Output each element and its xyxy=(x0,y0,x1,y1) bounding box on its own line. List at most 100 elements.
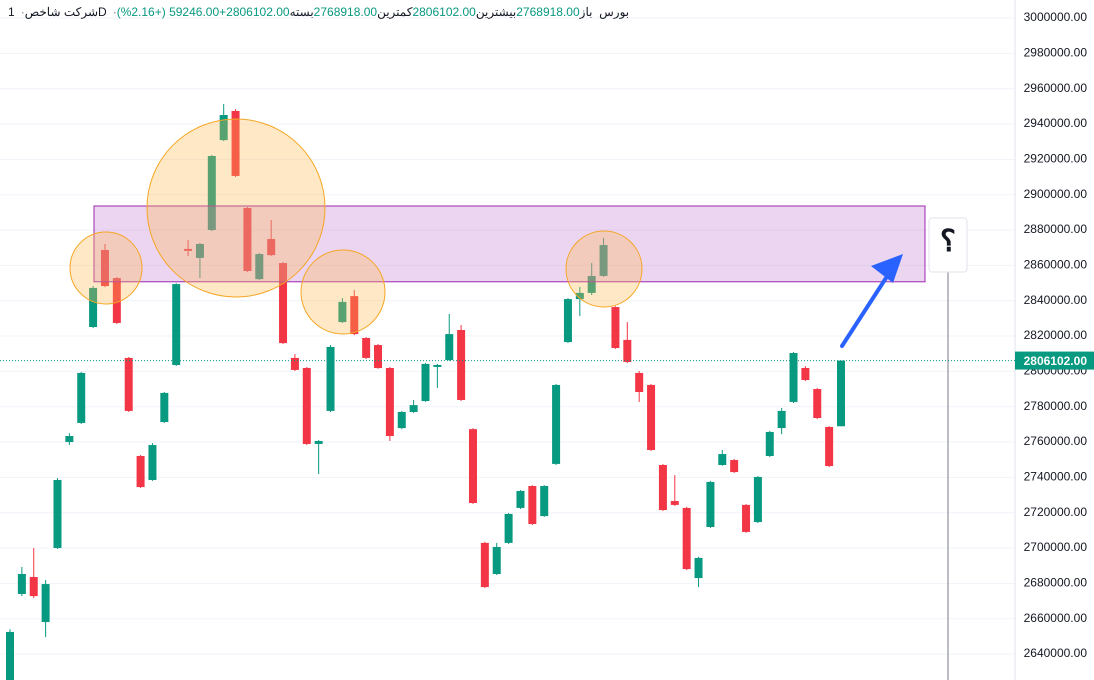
candle-body xyxy=(682,507,691,570)
candle-body xyxy=(255,254,264,280)
candle-body xyxy=(290,357,299,370)
candle-body xyxy=(623,339,632,362)
candle-body xyxy=(385,368,394,437)
y-tick-label: 2780000.00 xyxy=(1024,399,1088,413)
candle-body xyxy=(160,392,169,423)
candle-body xyxy=(540,486,549,517)
candle-body xyxy=(374,345,383,369)
y-tick-label: 2920000.00 xyxy=(1024,152,1088,166)
candle-body xyxy=(611,307,620,349)
candle-body xyxy=(813,389,822,418)
ohlc-value: 2768918.00 xyxy=(313,5,378,19)
candle-body xyxy=(445,334,454,361)
grid xyxy=(0,17,1015,655)
candle-body xyxy=(302,368,311,444)
ohlc-label: باز xyxy=(579,5,593,19)
last-price: 2806102.00 xyxy=(0,351,1094,370)
y-tick-label: 2900000.00 xyxy=(1024,187,1088,201)
candle-body xyxy=(53,480,62,549)
ohlc-value: 2806102.00 xyxy=(412,5,476,19)
candle-body xyxy=(314,440,323,444)
highlight-circle xyxy=(565,230,643,308)
arrow xyxy=(840,254,903,348)
y-tick-label: 2820000.00 xyxy=(1024,328,1088,342)
candle-body xyxy=(587,275,596,293)
candle-body xyxy=(777,410,786,429)
candle-body xyxy=(326,346,335,411)
candle-body xyxy=(172,284,181,365)
candle-body xyxy=(267,239,276,256)
candle-body xyxy=(516,490,525,508)
candle-body xyxy=(350,296,359,335)
y-tick-label: 2720000.00 xyxy=(1024,505,1088,519)
candle-body xyxy=(421,363,430,402)
y-tick-label: 2660000.00 xyxy=(1024,611,1088,625)
candle-body xyxy=(207,155,216,231)
candle-body xyxy=(658,464,667,511)
highlight-circle xyxy=(146,118,326,298)
candle-body xyxy=(112,278,121,323)
candle-body xyxy=(89,287,98,328)
candle-body xyxy=(730,460,739,473)
annotation-box xyxy=(928,217,968,273)
symbol-part: 1D xyxy=(8,5,107,19)
candle-body xyxy=(124,357,133,411)
y-tick-label: 2760000.00 xyxy=(1024,434,1088,448)
ohlc-label: کمترین xyxy=(377,5,413,19)
candle-body xyxy=(718,454,727,465)
candle-body xyxy=(504,513,513,543)
candle-body xyxy=(694,557,703,579)
ohlc-label: بیشترین xyxy=(475,5,517,19)
highlight-circle xyxy=(69,231,143,305)
change: +59246.00 (+2.16%) xyxy=(116,5,227,19)
candle-body xyxy=(837,360,845,427)
candle-body xyxy=(148,445,157,481)
y-tick-label: 2840000.00 xyxy=(1024,293,1088,307)
candle-body xyxy=(825,427,834,467)
candle-body xyxy=(635,372,644,393)
y-tick-label: 2940000.00 xyxy=(1024,116,1088,130)
price-zone xyxy=(93,205,926,283)
candle-body xyxy=(136,455,145,488)
candle-body xyxy=(231,110,240,176)
candle-body xyxy=(219,115,228,141)
candle-body xyxy=(29,577,38,597)
arrow-head xyxy=(871,254,903,283)
candle-body xyxy=(468,429,477,503)
arrow-shaft xyxy=(840,276,888,348)
price-axis: 2640000.00 2660000.00 2680000.00 2700000.00… xyxy=(1024,10,1088,660)
last-price-box xyxy=(1015,351,1094,370)
y-tick-label: 2960000.00 xyxy=(1024,81,1088,95)
y-tick-label: 3000000.00 xyxy=(1024,10,1088,24)
candle-body xyxy=(647,384,656,450)
separator: · xyxy=(112,5,117,19)
ohlc-value: 2768918.00 xyxy=(516,5,580,19)
candle-body xyxy=(433,364,442,367)
candle-body xyxy=(753,477,762,523)
candle-body xyxy=(397,411,406,429)
y-tick-label: 2680000.00 xyxy=(1024,576,1088,590)
annotation-text: ؟ xyxy=(940,225,956,258)
candle-body xyxy=(492,546,501,574)
candle-body xyxy=(243,207,252,272)
candle-body xyxy=(195,243,204,258)
candle-body xyxy=(599,245,608,276)
y-tick-label: 2700000.00 xyxy=(1024,540,1088,554)
candle-body xyxy=(480,542,489,588)
candle-body xyxy=(563,299,572,343)
last-price-label: 2806102.00 xyxy=(1024,354,1088,368)
candle-body xyxy=(6,631,14,680)
candle-body xyxy=(279,263,288,344)
y-tick-label: 2740000.00 xyxy=(1024,470,1088,484)
candle-body xyxy=(338,301,347,323)
highlight-circles xyxy=(69,118,643,335)
candle-body xyxy=(41,584,50,623)
candle-body xyxy=(801,368,810,381)
candle-body xyxy=(100,249,109,287)
candle-body xyxy=(457,330,466,400)
symbol-part: شرکت شاخص xyxy=(24,5,99,19)
candle-body xyxy=(552,384,561,464)
candle-body xyxy=(575,292,584,300)
